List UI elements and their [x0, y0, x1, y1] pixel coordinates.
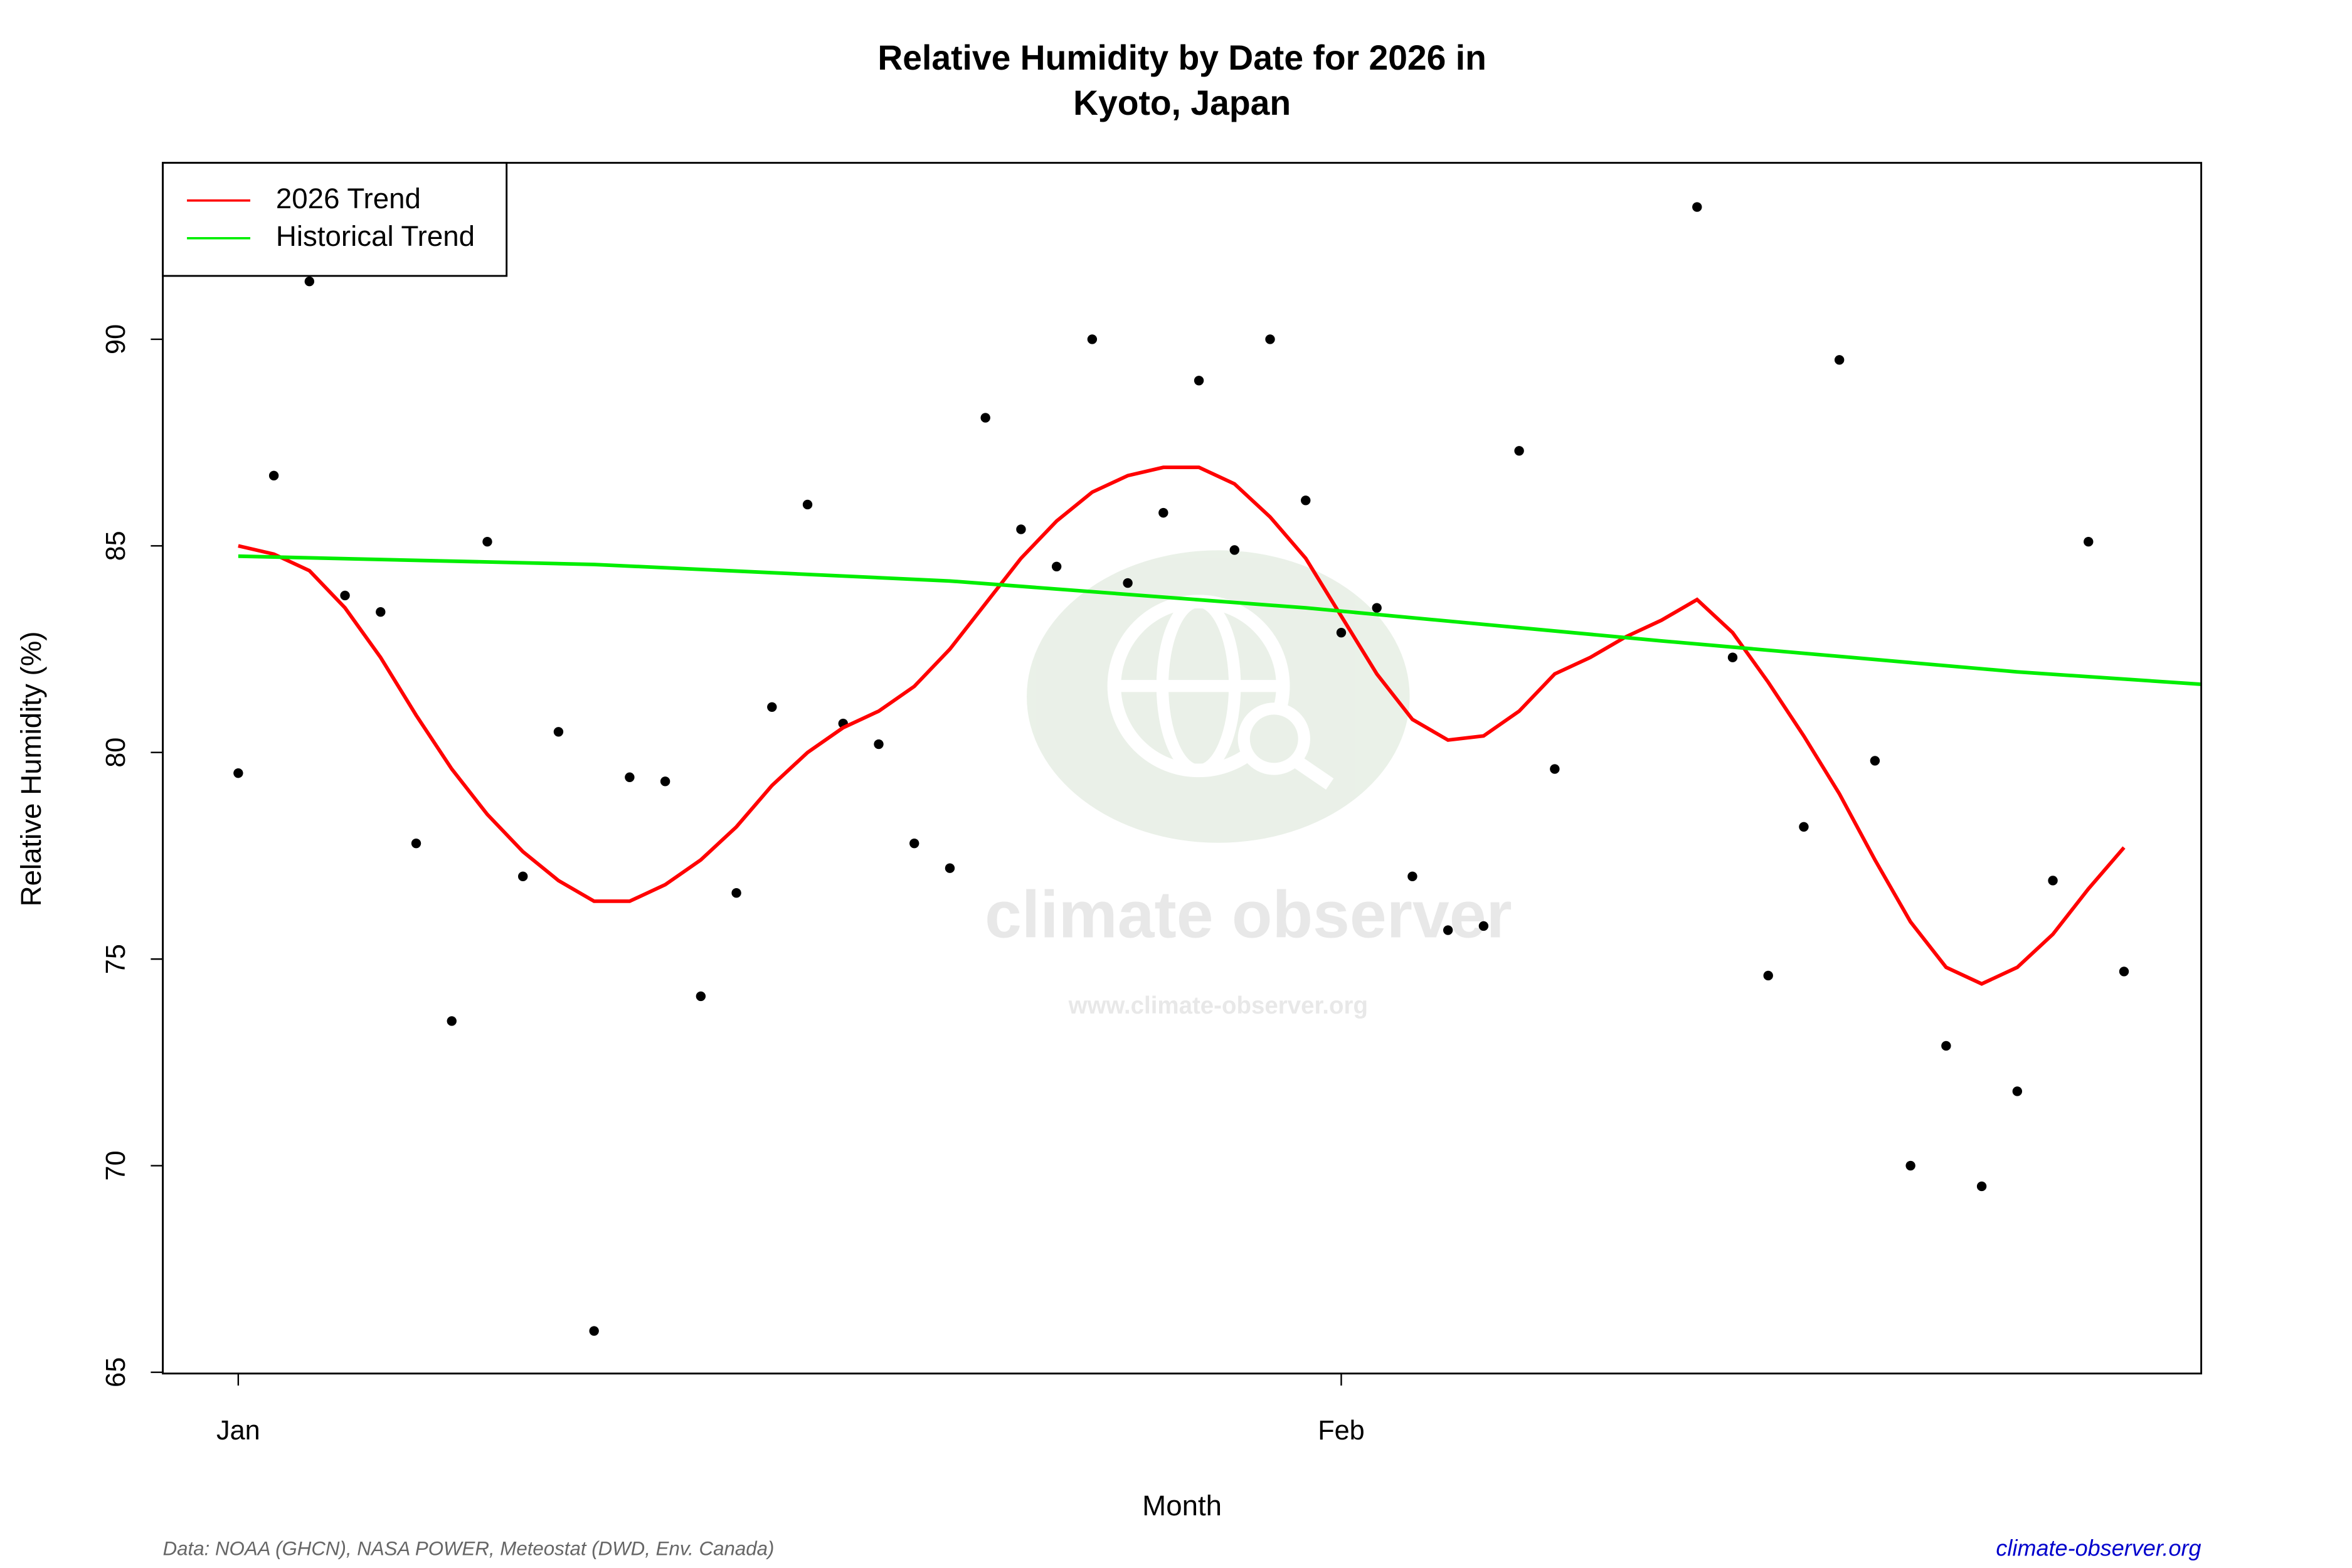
- data-point: [589, 1326, 599, 1336]
- legend: 2026 Trend Historical Trend: [162, 162, 508, 277]
- chart-subtitle: Kyoto, Japan: [1073, 83, 1291, 122]
- data-point: [553, 727, 564, 737]
- watermark-url: www.climate-observer.org: [1068, 992, 1368, 1019]
- trend-line: [238, 465, 2126, 986]
- data-point: [340, 590, 350, 601]
- data-point: [2119, 967, 2129, 977]
- data-point: [1229, 545, 1239, 555]
- watermark-text: climate observer: [985, 877, 1512, 951]
- data-point: [1372, 603, 1382, 613]
- data-point: [411, 838, 421, 849]
- data-point: [1016, 524, 1026, 534]
- data-point: [1834, 355, 1845, 365]
- x-tick-label: Feb: [1318, 1416, 1365, 1446]
- data-point: [1443, 925, 1453, 935]
- y-axis-label: Relative Humidity (%): [15, 632, 47, 907]
- site-link[interactable]: climate-observer.org: [1996, 1535, 2201, 1561]
- data-point: [268, 470, 279, 481]
- data-point: [1870, 756, 1880, 766]
- data-point: [767, 702, 777, 712]
- legend-box: [162, 162, 508, 277]
- data-point: [518, 871, 528, 882]
- data-point: [625, 772, 635, 782]
- data-point: [1514, 446, 1524, 456]
- data-point: [1158, 507, 1168, 518]
- data-point: [1905, 1160, 1915, 1171]
- data-point: [909, 838, 919, 849]
- y-tick-label: 80: [101, 738, 131, 768]
- trend-line: [238, 554, 2201, 686]
- y-tick-label: 90: [101, 324, 131, 354]
- data-point: [660, 776, 670, 787]
- data-point: [1727, 652, 1738, 662]
- data-point: [1550, 764, 1560, 774]
- data-point: [233, 768, 243, 778]
- data-point: [304, 276, 315, 287]
- watermark-badge: [1027, 550, 1410, 843]
- y-tick-label: 85: [101, 531, 131, 561]
- data-point: [482, 537, 492, 547]
- data-point: [376, 607, 386, 617]
- watermark-lens: [1237, 702, 1310, 775]
- data-point: [1194, 376, 1204, 386]
- data-point: [945, 863, 955, 873]
- x-axis-label: Month: [1142, 1490, 1222, 1522]
- data-point: [731, 888, 741, 898]
- data-point: [2048, 876, 2058, 886]
- y-tick-label: 65: [101, 1357, 131, 1387]
- data-point: [1301, 495, 1311, 506]
- data-point: [1976, 1181, 1987, 1192]
- y-tick-label: 75: [101, 944, 131, 974]
- data-point: [1763, 970, 1773, 981]
- watermark-lens: [1293, 756, 1334, 790]
- data-point: [1123, 578, 1133, 588]
- data-point: [1692, 202, 1702, 212]
- legend-label: Historical Trend: [276, 220, 475, 252]
- data-point: [447, 1016, 457, 1026]
- chart-title: Relative Humidity by Date for 2026 in: [877, 38, 1486, 77]
- data-point: [1336, 627, 1347, 638]
- watermark: climate observer www.climate-observer.or…: [985, 550, 1512, 1019]
- y-tick-label: 70: [101, 1150, 131, 1180]
- legend-label: 2026 Trend: [276, 183, 421, 215]
- data-point: [874, 739, 884, 750]
- data-point: [696, 991, 706, 1002]
- data-point: [2012, 1086, 2023, 1096]
- data-point: [2084, 537, 2094, 547]
- data-point: [802, 499, 813, 510]
- x-tick-label: Jan: [216, 1416, 260, 1446]
- data-point: [1941, 1041, 1951, 1051]
- data-point: [980, 413, 990, 423]
- data-point: [1265, 334, 1275, 344]
- data-point: [1087, 334, 1098, 344]
- data-point: [1051, 561, 1062, 571]
- plot-frame: [162, 162, 2203, 1375]
- source-note: Data: NOAA (GHCN), NASA POWER, Meteostat…: [163, 1537, 775, 1559]
- data-point: [1407, 871, 1417, 882]
- data-point: [1478, 921, 1489, 931]
- data-point: [1799, 822, 1809, 832]
